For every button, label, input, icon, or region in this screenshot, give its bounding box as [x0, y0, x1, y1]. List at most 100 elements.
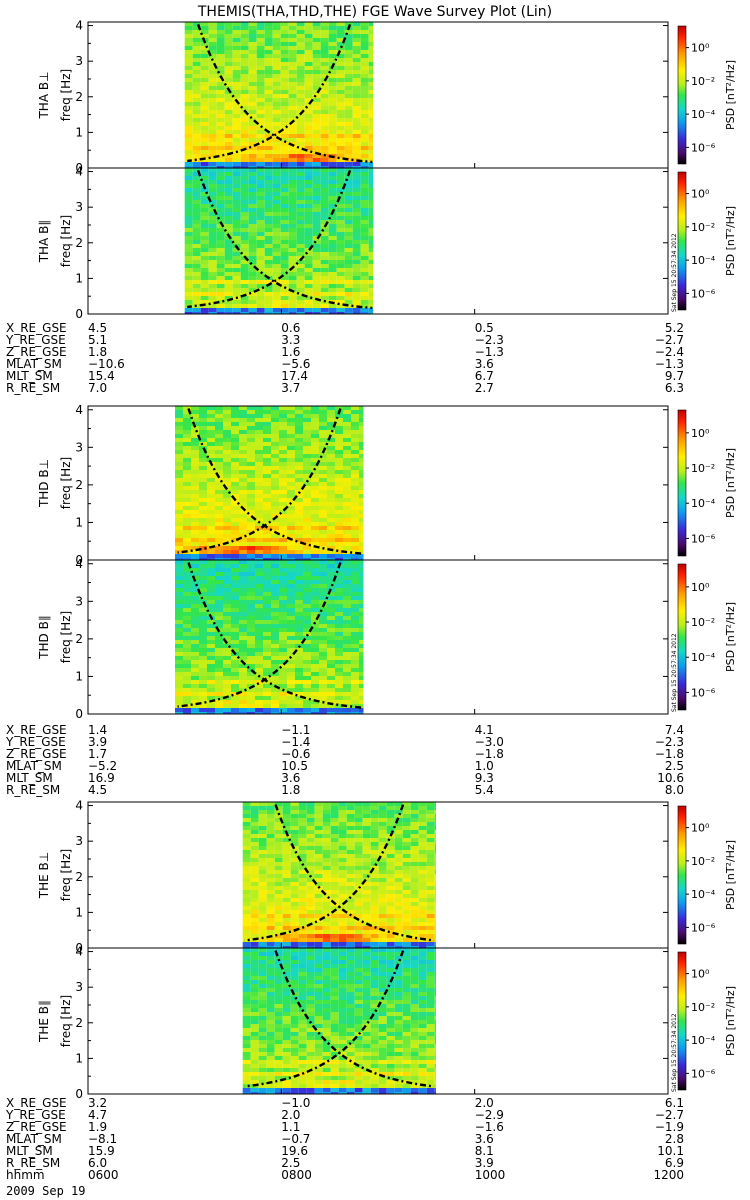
spectrogram-cell — [200, 296, 209, 300]
spectrogram-cell — [359, 410, 364, 414]
spectrogram-cell — [312, 146, 321, 150]
spectrogram-cell — [368, 216, 374, 220]
spectrogram-cell — [199, 616, 207, 620]
spectrogram-cell — [192, 86, 201, 90]
spectrogram-cell — [368, 236, 374, 240]
spectrogram-cell — [191, 550, 199, 554]
spectrogram-cell — [256, 90, 265, 94]
spectrogram-cell — [223, 538, 231, 542]
spectrogram-cell — [290, 902, 299, 906]
spectrogram-cell — [304, 224, 313, 228]
spectrogram-cell — [208, 114, 217, 118]
spectrogram-cell — [346, 822, 355, 826]
spectrogram-cell — [296, 236, 305, 240]
spectrogram-cell — [304, 30, 313, 34]
spectrogram-cell — [231, 648, 239, 652]
spectrogram-cell — [184, 34, 193, 38]
spectrogram-cell — [247, 680, 255, 684]
spectrogram-cell — [282, 1032, 291, 1036]
spectrogram-cell — [288, 172, 297, 176]
spectrogram-cell — [311, 406, 319, 410]
spectrogram-cell — [330, 938, 339, 942]
spectrogram-cell — [247, 688, 255, 692]
spectrogram-cell — [359, 584, 364, 588]
spectrogram-cell — [256, 180, 265, 184]
spectrogram-cell — [216, 284, 225, 288]
spectrogram-cell — [287, 696, 295, 700]
spectrogram-cell — [311, 568, 319, 572]
spectrogram-cell — [320, 22, 329, 26]
spectrogram-cell — [239, 648, 247, 652]
spectrogram-cell — [272, 184, 281, 188]
spectrogram-cell — [247, 478, 255, 482]
spectrogram-cell — [264, 288, 273, 292]
spectrogram-cell — [184, 232, 193, 236]
spectrogram-cell — [184, 86, 193, 90]
spectrogram-cell — [200, 110, 209, 114]
spectrogram-cell — [224, 158, 233, 162]
spectrogram-cell — [239, 592, 247, 596]
spectrogram-cell — [351, 668, 359, 672]
spectrogram-cell — [368, 86, 374, 90]
spectrogram-cell — [368, 192, 374, 196]
spectrogram-cell — [175, 442, 183, 446]
spectrogram-cell — [306, 914, 315, 918]
cyclotron-curve-2 — [244, 804, 405, 942]
spectrogram-cell — [410, 802, 419, 806]
spectrogram-cell — [312, 78, 321, 82]
spectrogram-cell — [312, 34, 321, 38]
spectrogram-cell — [410, 890, 419, 894]
spectrogram-cell — [362, 930, 371, 934]
spectrogram-cell — [330, 810, 339, 814]
spectrogram-cell — [192, 110, 201, 114]
spectrogram-cell — [224, 256, 233, 260]
spectrogram-cell — [311, 418, 319, 422]
spectrogram-cell — [247, 494, 255, 498]
spectrogram-cell — [311, 538, 319, 542]
spectrogram-cell — [258, 914, 267, 918]
spectrogram-cell — [304, 54, 313, 58]
spectrogram-cell — [303, 518, 311, 522]
spectrogram-cell — [402, 862, 411, 866]
spectrogram-cell — [344, 130, 353, 134]
spectrogram-cell — [223, 700, 231, 704]
spectrogram-cell — [271, 700, 279, 704]
spectrogram-cell — [231, 526, 239, 530]
spectrogram-cell — [295, 526, 303, 530]
spectrogram-cell — [295, 410, 303, 414]
spectrogram-cell — [282, 818, 291, 822]
spectrogram-cell — [240, 150, 249, 154]
spectrogram-cell — [282, 968, 291, 972]
spectrogram-cell — [256, 58, 265, 62]
spectrogram-cell — [351, 688, 359, 692]
spectrogram-cell — [306, 830, 315, 834]
spectrogram-cell — [274, 1064, 283, 1068]
spectrogram-cell — [386, 886, 395, 890]
spectrogram-cell — [255, 530, 263, 534]
spectrogram-cell — [250, 1076, 259, 1080]
spectrogram-cell — [330, 914, 339, 918]
spectrogram-cell — [386, 910, 395, 914]
spectrogram-cell — [296, 176, 305, 180]
spectrogram-cell — [296, 58, 305, 62]
spectrogram-cell — [352, 134, 361, 138]
spectrogram-cell — [359, 700, 364, 704]
spectrogram-cell — [343, 616, 351, 620]
spectrogram-cell — [215, 526, 223, 530]
spectrogram-cell — [183, 560, 191, 564]
spectrogram-cell — [303, 466, 311, 470]
spectrogram-cell — [184, 70, 193, 74]
spectrogram-cell — [200, 114, 209, 118]
spectrogram-cell — [232, 50, 241, 54]
spectrogram-cell — [258, 934, 267, 938]
spectrogram-cell — [426, 810, 435, 814]
spectrogram-cell — [266, 810, 275, 814]
spectrogram-cell — [175, 542, 183, 546]
spectrogram-cell — [351, 664, 359, 668]
spectrogram-cell — [330, 870, 339, 874]
spectrogram-cell — [290, 934, 299, 938]
spectrogram-cell — [282, 960, 291, 964]
spectrogram-cell — [327, 652, 335, 656]
